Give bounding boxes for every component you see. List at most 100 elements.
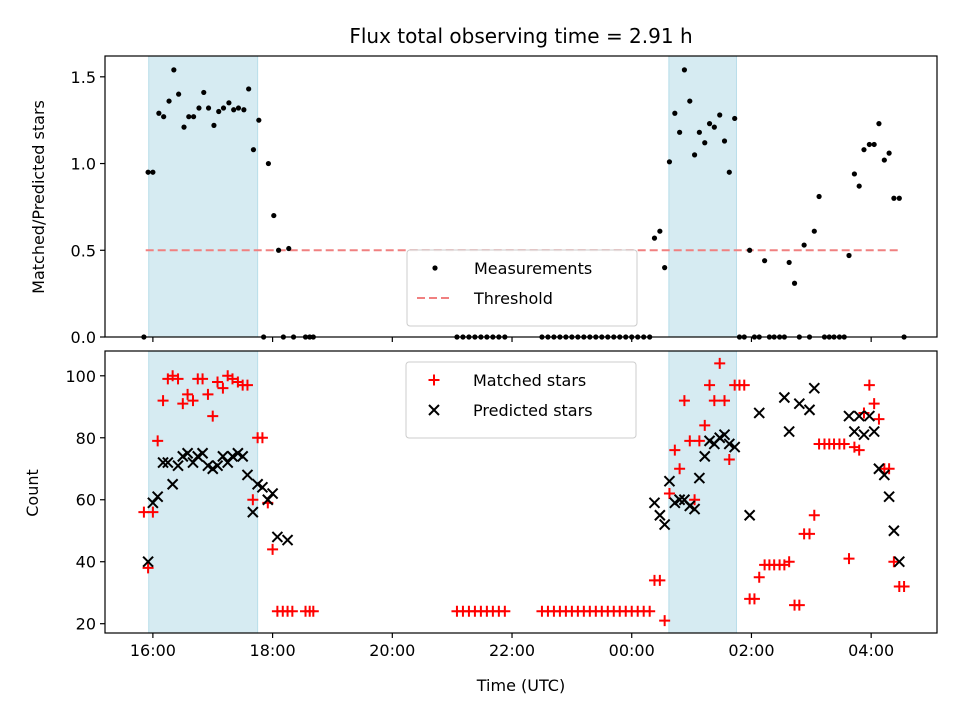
data-point xyxy=(723,438,736,450)
data-point xyxy=(286,245,292,252)
data-point xyxy=(893,556,905,568)
data-point xyxy=(197,373,209,385)
data-point xyxy=(247,506,259,518)
data-point xyxy=(699,450,711,463)
data-point xyxy=(696,129,702,135)
data-point xyxy=(762,258,768,264)
data-point xyxy=(669,444,681,456)
x-tick-label: 18:00 xyxy=(250,641,296,660)
data-point xyxy=(861,147,867,153)
data-point xyxy=(699,419,711,431)
data-point xyxy=(714,357,726,369)
data-point xyxy=(187,395,199,407)
data-point xyxy=(166,478,179,490)
data-point xyxy=(236,450,249,463)
data-point xyxy=(241,469,254,481)
data-point xyxy=(691,152,698,158)
x-tick-label: 20:00 xyxy=(369,641,415,660)
legend: Measurements Threshold xyxy=(406,249,638,327)
data-point xyxy=(171,67,177,73)
x-tick-label: 04:00 xyxy=(848,641,894,660)
data-point xyxy=(726,169,732,175)
data-point xyxy=(747,247,753,253)
data-point xyxy=(791,280,798,286)
data-point xyxy=(256,432,268,444)
legend: Matched stars Predicted stars xyxy=(405,361,637,439)
data-point xyxy=(266,487,279,500)
data-point xyxy=(162,456,174,469)
data-point xyxy=(778,391,791,404)
data-point xyxy=(190,114,197,120)
data-point xyxy=(748,593,760,605)
data-point xyxy=(843,410,855,422)
data-point xyxy=(723,453,735,465)
data-point xyxy=(883,463,895,475)
series-1-0 xyxy=(138,357,910,627)
x-tick-label: 22:00 xyxy=(489,641,535,660)
data-point xyxy=(851,171,857,177)
data-point xyxy=(793,599,805,611)
data-point xyxy=(706,121,713,127)
data-point xyxy=(868,425,880,438)
legend-label: Predicted stars xyxy=(473,401,593,420)
data-point xyxy=(654,574,666,586)
data-point xyxy=(499,605,511,617)
data-point xyxy=(666,159,673,165)
data-point xyxy=(196,105,202,111)
data-point xyxy=(856,183,862,189)
data-point xyxy=(202,388,214,400)
data-point xyxy=(250,147,257,153)
data-point xyxy=(693,435,705,447)
data-point xyxy=(246,86,252,92)
data-point xyxy=(673,494,686,506)
data-point xyxy=(156,110,162,116)
data-point xyxy=(196,447,209,459)
data-point xyxy=(708,395,720,407)
shaded-span-0 xyxy=(148,55,259,338)
data-point xyxy=(871,141,877,148)
y-tick-label: 0.0 xyxy=(71,328,96,347)
data-point xyxy=(142,562,154,574)
data-point xyxy=(644,605,656,617)
data-point xyxy=(654,509,666,521)
data-point xyxy=(753,407,765,419)
data-point xyxy=(719,395,731,407)
data-point xyxy=(281,534,294,546)
legend-swatch xyxy=(428,404,440,416)
data-point xyxy=(753,571,765,583)
y-tick-label: 80 xyxy=(76,429,96,448)
legend-box xyxy=(405,361,637,439)
data-point xyxy=(150,169,156,175)
data-point xyxy=(721,138,728,144)
data-point xyxy=(881,157,887,163)
data-point xyxy=(853,444,865,456)
data-point xyxy=(717,112,723,118)
data-point xyxy=(816,193,822,200)
data-point xyxy=(275,247,282,253)
y-tick-label: 60 xyxy=(76,491,96,510)
data-point xyxy=(172,373,184,385)
x-tick-label: 00:00 xyxy=(609,641,655,660)
data-point xyxy=(152,435,164,447)
bottom-panel: 20 40 60 80 100 16:00 18:00 20:00 22:00 00:00 02:0… xyxy=(65,350,938,660)
data-point xyxy=(217,382,229,394)
data-point xyxy=(172,459,184,472)
data-point xyxy=(886,150,892,156)
y-tick-label: 1.0 xyxy=(71,155,96,174)
data-point xyxy=(702,140,708,146)
y-tick-label: 100 xyxy=(65,367,96,386)
data-point xyxy=(177,398,189,410)
data-point xyxy=(848,425,861,438)
data-point xyxy=(678,395,690,407)
data-point xyxy=(211,122,217,128)
data-point xyxy=(687,98,693,104)
axes-frame xyxy=(104,55,938,338)
data-point xyxy=(648,497,661,509)
legend-swatch xyxy=(428,374,440,386)
data-point xyxy=(853,410,865,422)
data-point xyxy=(205,105,212,111)
shaded-span-1 xyxy=(668,350,737,634)
data-point xyxy=(674,463,686,475)
data-point xyxy=(226,450,239,463)
